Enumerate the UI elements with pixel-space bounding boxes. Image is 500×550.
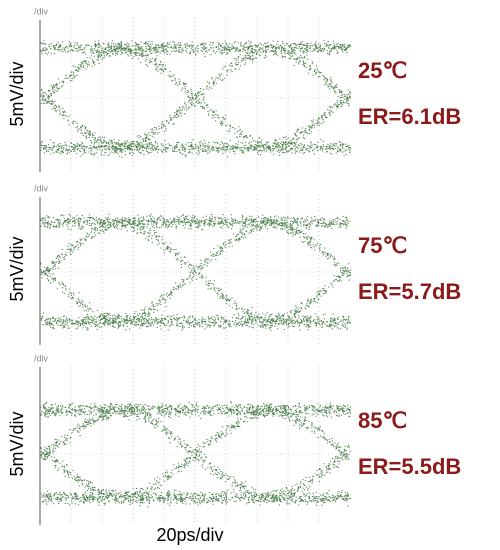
extinction-ratio-label: ER=5.7dB — [358, 279, 461, 304]
temperature-label: 75℃ — [358, 233, 407, 258]
eye-diagram-figure: 20ps/div /div 5mV/div 25℃ ER=6.1dB/div 5mV/d… — [0, 0, 500, 550]
extinction-ratio-label: ER=5.5dB — [358, 454, 461, 479]
extinction-ratio-label: ER=6.1dB — [358, 104, 461, 129]
y-scale-label: 5mV/div — [7, 411, 27, 476]
div-mark: /div — [34, 353, 49, 363]
eye-trace — [40, 41, 351, 158]
y-scale-label: 5mV/div — [7, 61, 27, 126]
temperature-label: 85℃ — [358, 408, 407, 433]
div-mark: /div — [34, 183, 49, 193]
figure: 20ps/div /div 5mV/div 25℃ ER=6.1dB/div 5mV/d… — [0, 0, 500, 550]
x-scale-label: 20ps/div — [156, 525, 223, 545]
y-scale-label: 5mV/div — [7, 236, 27, 301]
div-mark: /div — [34, 6, 49, 16]
temperature-label: 25℃ — [358, 58, 407, 83]
